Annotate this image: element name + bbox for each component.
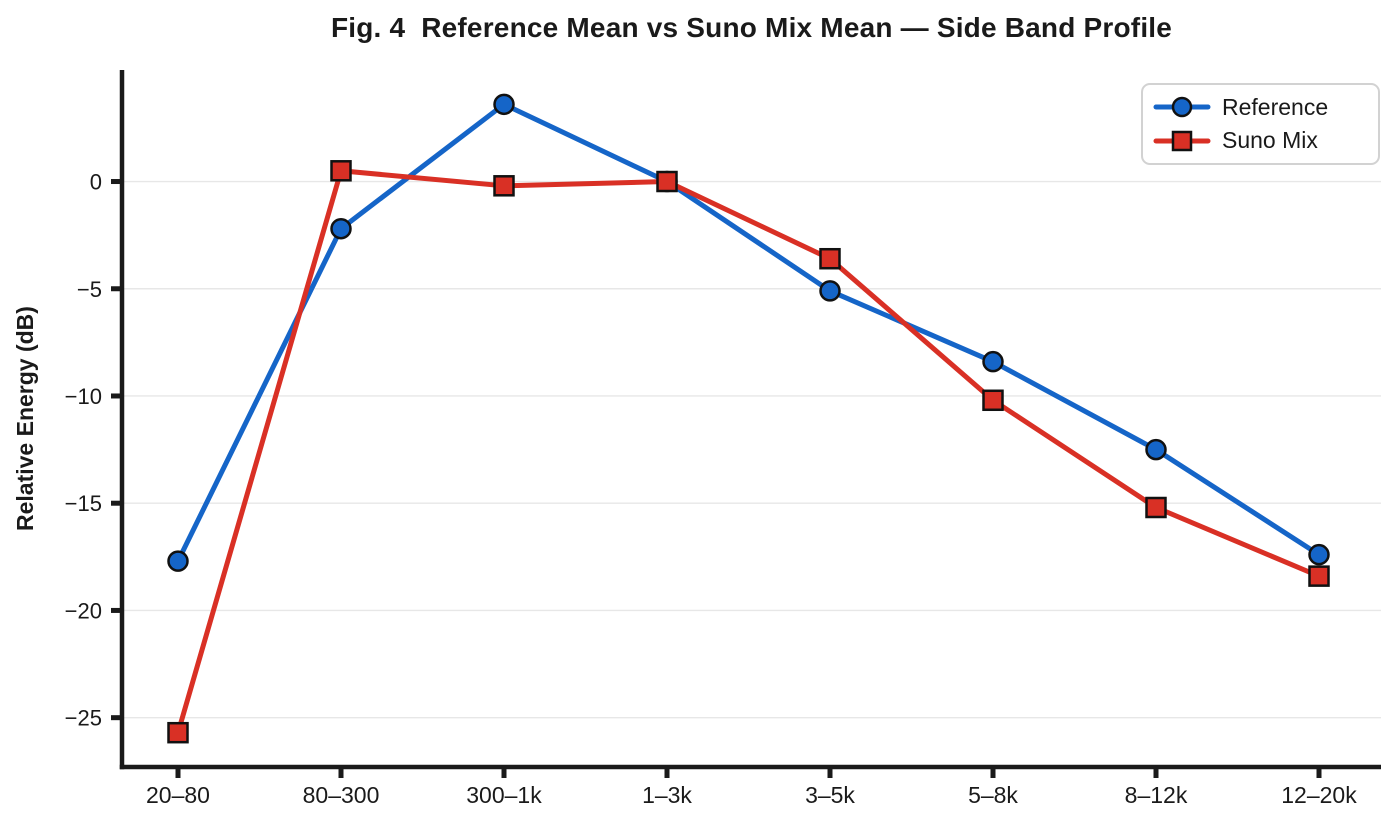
series-line-reference [175,101,1322,564]
series-line-suno-mix [175,168,1322,736]
data-point-marker [982,389,1004,412]
data-point-marker [167,550,189,572]
x-tick-label: 1–3k [642,782,692,808]
legend: Reference Suno Mix [1141,83,1380,165]
data-point-marker [819,247,841,270]
data-point-marker [1145,496,1167,519]
x-tick-label: 20–80 [146,782,210,808]
x-tick-label: 300–1k [466,782,542,808]
x-tick-label: 3–5k [805,782,855,808]
y-tick-label: −5 [77,277,102,302]
y-tick-label: −10 [65,384,102,409]
reference-line-marker-icon [1153,97,1211,118]
chart-title: Fig. 4 Reference Mean vs Suno Mix Mean —… [330,12,1173,43]
data-point-marker [656,170,678,193]
suno-mix-line-marker-icon [1153,130,1211,151]
data-point-marker [1308,565,1330,587]
legend-label: Suno Mix [1222,127,1318,154]
data-point-marker [1308,543,1330,566]
legend-item-reference: Reference [1153,94,1370,120]
data-point-marker [819,280,841,302]
y-tick-label: −20 [65,598,102,623]
legend-sample-marker [1171,130,1193,151]
data-point-marker [167,721,189,744]
data-point-marker [330,160,352,182]
y-tick-label: −15 [65,491,102,516]
legend-sample-marker [1171,97,1193,118]
x-tick-label: 5–8k [968,782,1018,808]
data-point-marker [493,93,515,116]
data-point-marker [1145,438,1167,461]
x-tick-label: 12–20k [1281,782,1357,808]
x-tick-label: 8–12k [1125,782,1188,808]
y-tick-label: −25 [65,706,102,731]
legend-label: Reference [1222,93,1329,120]
x-tick-label: 80–300 [303,782,380,808]
data-point-marker [330,217,352,240]
y-tick-label: 0 [90,170,102,195]
data-point-marker [982,350,1004,373]
data-point-marker [493,175,515,197]
legend-item-suno-mix: Suno Mix [1153,128,1370,154]
